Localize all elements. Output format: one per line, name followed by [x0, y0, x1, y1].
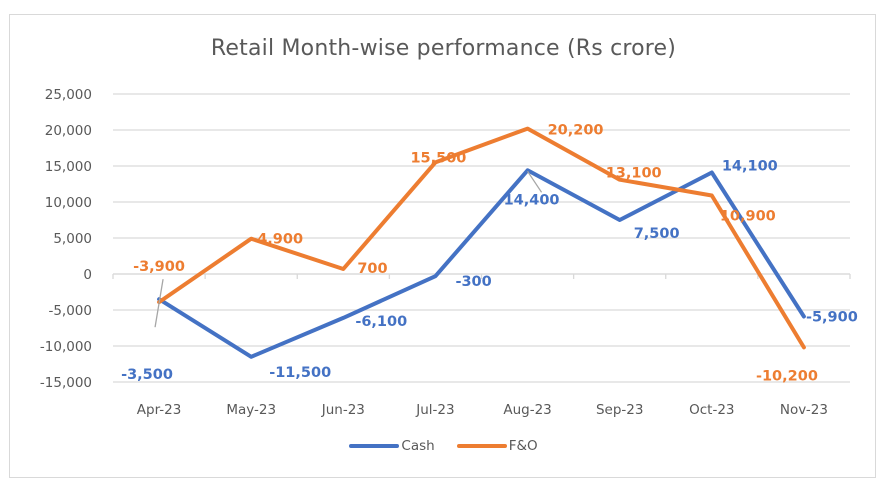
data-label: -3,900	[133, 259, 185, 275]
series-line-cash	[157, 168, 806, 359]
data-label: -6,100	[355, 314, 407, 330]
y-tick-label: 15,000	[45, 159, 92, 175]
x-tick-label: Jun-23	[321, 402, 365, 418]
chart-title: Retail Month-wise performance (Rs crore)	[210, 36, 677, 61]
data-label: 4,900	[257, 232, 303, 248]
y-axis-ticks: 25,000 20,000 15,000 10,000 5,000 0 -5,000 -10,…	[40, 87, 92, 391]
y-tick-label: -5,000	[48, 303, 92, 319]
x-tick-label: Aug-23	[503, 402, 551, 418]
x-tick-label: May-23	[226, 402, 276, 418]
data-label: 14,100	[722, 158, 778, 174]
legend-label-fno: F&O	[508, 438, 538, 454]
x-tick-label: Nov-23	[780, 402, 828, 418]
data-label: 10,900	[720, 209, 776, 225]
data-label: 14,400	[504, 192, 560, 208]
data-label: 13,100	[606, 166, 662, 182]
y-tick-label: 25,000	[45, 87, 92, 103]
data-label: 700	[357, 261, 387, 277]
legend-label-cash: Cash	[401, 438, 435, 454]
x-axis: Apr-23 May-23 Jun-23 Jul-23 Aug-23 Sep-23 Oct-…	[112, 273, 851, 418]
data-label: -3,500	[121, 367, 173, 383]
y-tick-label: 20,000	[45, 123, 92, 139]
legend-swatch-fno	[456, 444, 507, 448]
data-label: -5,900	[806, 309, 858, 325]
y-tick-label: -15,000	[40, 375, 92, 391]
data-label: -300	[455, 274, 491, 290]
legend-item-cash[interactable]: Cash	[349, 438, 435, 454]
x-tick-label: Sep-23	[596, 402, 644, 418]
chart-frame	[9, 14, 876, 478]
series-line-fno	[157, 126, 806, 350]
y-tick-label: 10,000	[45, 195, 92, 211]
leader-lines	[154, 170, 543, 328]
data-label: 7,500	[634, 226, 680, 242]
legend: Cash F&O	[0, 438, 887, 454]
x-tick-label: Oct-23	[689, 402, 734, 418]
data-labels: -3,500 -11,500 -6,100 -300 14,400 7,500 14,100…	[121, 123, 858, 385]
series-lines	[157, 126, 806, 359]
x-tick-label: Jul-23	[415, 402, 454, 418]
data-label: 15,500	[410, 150, 466, 166]
data-label: 20,200	[548, 123, 604, 139]
x-tick-label: Apr-23	[137, 402, 182, 418]
data-label: -11,500	[269, 365, 331, 381]
y-tick-label: 5,000	[53, 231, 92, 247]
legend-item-fno[interactable]: F&O	[456, 438, 538, 454]
y-tick-label: 0	[83, 267, 92, 283]
leader-line	[527, 170, 543, 193]
data-label: -10,200	[756, 368, 818, 384]
legend-swatch-cash	[349, 444, 400, 448]
y-tick-label: -10,000	[40, 339, 92, 355]
leader-line	[154, 279, 164, 328]
